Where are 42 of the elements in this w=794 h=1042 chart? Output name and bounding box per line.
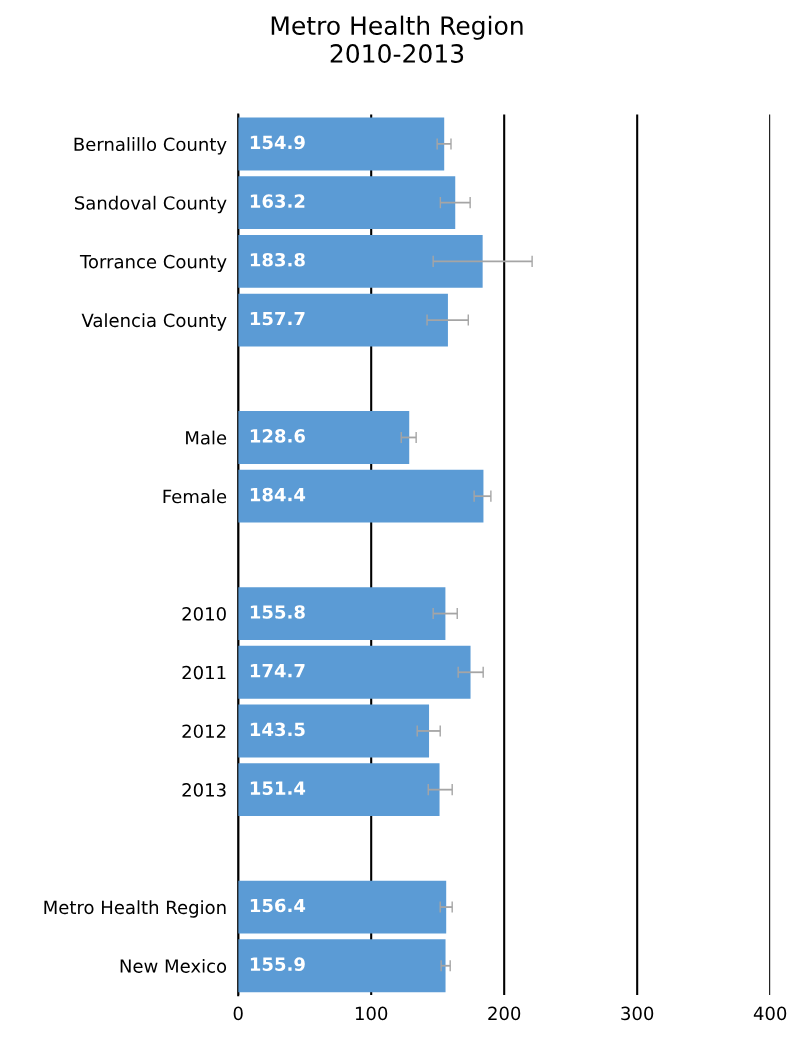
data-label: 143.5 <box>250 722 305 737</box>
data-label: 128.6 <box>250 429 305 443</box>
bar <box>238 469 484 523</box>
y-tick-label: Metro Health Region <box>44 900 226 918</box>
bar <box>238 704 430 758</box>
y-tick-label: Bernalillo County <box>74 137 227 155</box>
data-label: 157.7 <box>250 311 305 326</box>
x-tick-label: 300 <box>621 1006 654 1021</box>
bar <box>238 587 446 640</box>
bar <box>238 939 446 993</box>
x-tick-label: 0 <box>233 1006 243 1021</box>
bar <box>238 176 456 230</box>
y-tick-label: Torrance County <box>79 254 227 272</box>
y-tick-label: Female <box>163 489 227 504</box>
data-label: 156.4 <box>250 898 306 913</box>
data-label: 151.4 <box>250 781 306 795</box>
data-label: 155.8 <box>250 605 305 619</box>
data-label: 155.9 <box>250 957 305 971</box>
chart-title: Metro Health Region 2010-2013 <box>271 15 523 63</box>
y-tick-label: Sandoval County <box>74 195 227 214</box>
x-tick-label: 400 <box>753 1006 787 1021</box>
bar <box>238 880 447 934</box>
bar <box>238 411 410 464</box>
x-tick-label: 100 <box>355 1006 388 1021</box>
data-label: 163.2 <box>250 194 305 208</box>
x-tick-label: 200 <box>488 1006 521 1021</box>
y-tick-label: 2013 <box>182 783 226 797</box>
y-tick-label: 2012 <box>182 724 226 739</box>
y-tick-label: Valencia County <box>81 313 227 331</box>
bar <box>238 645 471 699</box>
data-label: 183.8 <box>250 252 305 267</box>
bar <box>238 293 448 347</box>
y-tick-label: 2010 <box>182 607 226 621</box>
y-tick-label: New Mexico <box>120 958 227 973</box>
bar <box>238 117 445 171</box>
y-tick-label: Male <box>186 430 227 445</box>
data-label: 184.4 <box>250 487 306 502</box>
data-label: 154.9 <box>250 135 305 150</box>
bar <box>238 763 440 817</box>
bar <box>238 234 483 288</box>
y-tick-label: 2011 <box>182 665 226 680</box>
data-label: 174.7 <box>250 664 305 678</box>
